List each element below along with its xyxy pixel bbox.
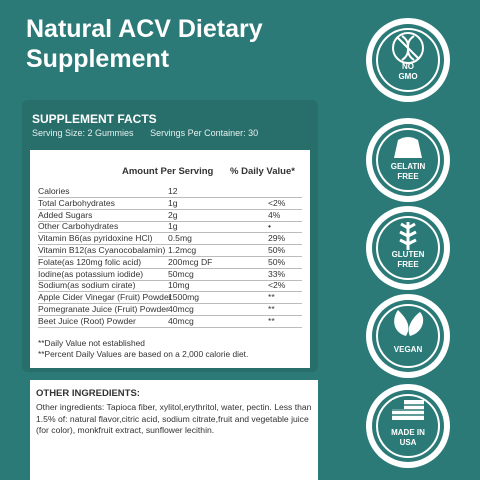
facts-row: Vitamin B12(as Cyanocobalamin) 1.2mcg 50% bbox=[38, 245, 302, 257]
badge-label: USA bbox=[400, 438, 417, 447]
column-header: % Daily Value* bbox=[230, 166, 295, 177]
facts-value: ** bbox=[268, 304, 275, 314]
facts-nutrient: Other Carbohydrates bbox=[38, 221, 119, 232]
facts-value: 4% bbox=[268, 209, 281, 220]
facts-row: Apple Cider Vinegar (Fruit) Powder 1500mg… bbox=[38, 292, 302, 305]
facts-value: 40mcg bbox=[168, 315, 194, 326]
facts-table: Amount Per Serving % Daily Value* Calori… bbox=[30, 150, 310, 368]
servings-per-container: Servings Per Container: 30 bbox=[150, 128, 259, 138]
facts-row: Sodium(as sodium cirate) 10mg <2% bbox=[38, 280, 302, 293]
facts-row: Added Sugars 2g 4% bbox=[38, 210, 302, 222]
facts-nutrient: Calories bbox=[38, 186, 70, 196]
facts-value: 50% bbox=[268, 256, 286, 267]
facts-nutrient: Pomegranate Juice (Fruit) Powder bbox=[38, 304, 169, 314]
facts-row: Beet Juice (Root) Powder 40mcg ** bbox=[38, 316, 302, 328]
facts-row: Vitamin B6(as pyridoxine HCl) 0.5mg 29% bbox=[38, 233, 302, 246]
facts-nutrient: Folate(as 120mg folic acid) bbox=[38, 256, 142, 267]
facts-value: 0.5mg bbox=[168, 233, 192, 244]
other-ingredients-title: OTHER INGREDIENTS: bbox=[36, 388, 140, 399]
facts-value: 10mg bbox=[168, 280, 190, 291]
facts-value: 1.2mcg bbox=[168, 245, 197, 255]
page-title: Natural ACV Dietary Supplement bbox=[26, 15, 263, 73]
facts-value: 1500mg bbox=[168, 292, 200, 303]
other-ingredients-text: Other ingredients: Tapioca fiber, xylito… bbox=[36, 402, 312, 435]
facts-nutrient: Sodium(as sodium cirate) bbox=[38, 280, 136, 291]
facts-nutrient: Vitamin B6(as pyridoxine HCl) bbox=[38, 233, 153, 244]
footnote: **Daily Value not established bbox=[38, 337, 145, 348]
facts-value: 50mcg bbox=[168, 268, 194, 279]
facts-nutrient: Beet Juice (Root) Powder bbox=[38, 315, 136, 326]
other-ingredients: OTHER INGREDIENTS: Other ingredients: Ta… bbox=[30, 380, 318, 480]
facts-value: <2% bbox=[268, 280, 286, 291]
facts-nutrient: Added Sugars bbox=[38, 209, 93, 220]
facts-row: Iodine(as potassium iodide) 50mcg 33% bbox=[38, 269, 302, 281]
facts-row: Other Carbohydrates 1g • bbox=[38, 221, 302, 234]
facts-value: 40mcg bbox=[168, 304, 194, 314]
facts-title: SUPPLEMENT FACTS bbox=[32, 112, 157, 126]
column-header: Amount Per Serving bbox=[122, 166, 214, 177]
facts-value: 50% bbox=[268, 245, 286, 255]
badge-label: NO bbox=[402, 62, 414, 71]
facts-nutrient: Apple Cider Vinegar (Fruit) Powder bbox=[38, 292, 172, 303]
badge-label: FREE bbox=[397, 172, 419, 181]
facts-row: Total Carbohydrates 1g <2% bbox=[38, 198, 302, 210]
facts-value: 29% bbox=[268, 233, 286, 244]
facts-value: ** bbox=[268, 315, 275, 326]
facts-row: Calories 12 bbox=[38, 186, 302, 198]
facts-panel: SUPPLEMENT FACTS Serving Size: 2 Gummies… bbox=[22, 100, 318, 372]
facts-value: 1g bbox=[168, 197, 178, 208]
facts-value: 200mcg DF bbox=[168, 256, 213, 267]
badge-label: VEGAN bbox=[394, 345, 423, 354]
footnote: **Percent Daily Values are based on a 2,… bbox=[38, 348, 249, 359]
facts-value: 33% bbox=[268, 268, 286, 279]
badge: VEGAN bbox=[366, 294, 450, 378]
facts-value: ** bbox=[268, 292, 275, 303]
badge-label: MADE IN bbox=[391, 428, 425, 437]
facts-nutrient: Iodine(as potassium iodide) bbox=[38, 268, 144, 279]
facts-value: • bbox=[268, 221, 272, 232]
facts-row: Pomegranate Juice (Fruit) Powder 40mcg ** bbox=[38, 304, 302, 316]
facts-value: 1g bbox=[168, 221, 178, 232]
facts-value: 12 bbox=[168, 186, 178, 196]
facts-value: <2% bbox=[268, 197, 286, 208]
serving-info: Serving Size: 2 Gummies Servings Per Con… bbox=[32, 128, 272, 138]
badge-label: GELATIN bbox=[391, 162, 426, 171]
facts-value: 2g bbox=[168, 209, 178, 220]
facts-nutrient: Total Carbohydrates bbox=[38, 197, 115, 208]
badge-label: GMO bbox=[398, 72, 417, 81]
facts-row: Folate(as 120mg folic acid) 200mcg DF 50% bbox=[38, 257, 302, 269]
serving-size: Serving Size: 2 Gummies bbox=[32, 128, 134, 138]
badge-label: FREE bbox=[397, 260, 419, 269]
facts-nutrient: Vitamin B12(as Cyanocobalamin) bbox=[38, 245, 166, 255]
badge-label: GLUTEN bbox=[392, 250, 425, 259]
